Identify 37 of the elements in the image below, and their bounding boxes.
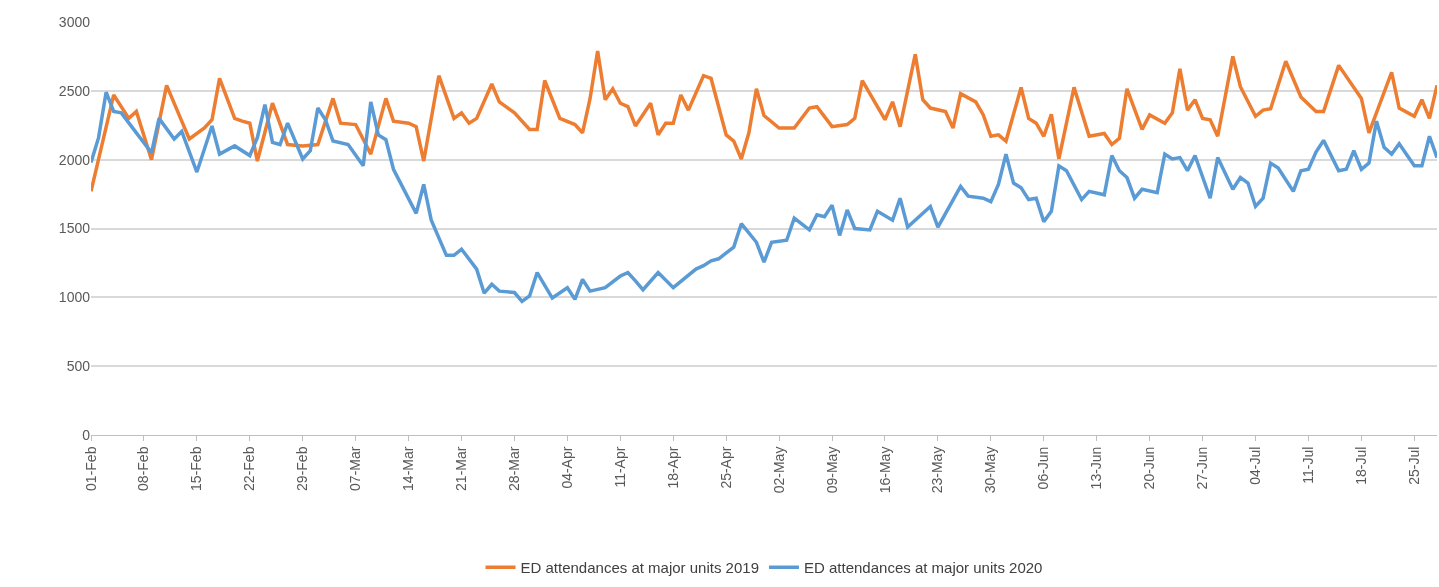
x-tick-label: 07-Mar [347, 446, 364, 491]
x-tick-label: 21-Mar [453, 446, 470, 491]
x-tick-label: 20-Jun [1141, 446, 1158, 490]
x-tick-label: 01-Feb [82, 446, 99, 491]
x-tick-label: 25-Jul [1405, 446, 1422, 485]
x-tick-label: 02-May [770, 446, 787, 494]
x-tick-label: 09-May [823, 446, 840, 494]
x-tick-label: 29-Feb [294, 446, 311, 491]
x-tick-label: 23-May [929, 446, 946, 494]
x-tick-label: 25-Apr [717, 446, 734, 489]
y-tick-label: 0 [82, 426, 91, 443]
x-tick-label: 22-Feb [241, 446, 258, 491]
x-tick-label: 15-Feb [188, 446, 205, 491]
x-tick-label: 27-Jun [1194, 446, 1211, 490]
x-tick-label: 04-Apr [558, 446, 575, 489]
y-tick-label: 3000 [58, 13, 91, 30]
y-tick-label: 1000 [58, 289, 91, 306]
line-series [91, 49, 1437, 194]
x-tick-label: 30-May [982, 446, 999, 494]
y-tick-label: 500 [66, 358, 91, 375]
x-tick-label: 28-Mar [506, 446, 523, 491]
x-tick-label: 18-Jul [1352, 446, 1369, 485]
y-tick-label: 2000 [58, 151, 91, 168]
line-series [91, 90, 1437, 304]
x-tick-label: 08-Feb [135, 446, 152, 491]
x-tick-label: 06-Jun [1035, 446, 1052, 490]
x-tick-label: 14-Mar [400, 446, 417, 491]
y-tick-label: 1500 [58, 220, 91, 237]
x-tick-label: 11-Jul [1300, 446, 1316, 484]
legend-label: ED attendances at major units 2020 [803, 559, 1043, 577]
legend-label: ED attendances at major units 2019 [520, 559, 759, 577]
y-tick-label: 2500 [58, 82, 91, 99]
x-tick-label: 18-Apr [664, 446, 681, 489]
x-tick-label: 13-Jun [1088, 446, 1105, 490]
x-tick-label: 11-Apr [611, 446, 628, 488]
x-tick-label: 04-Jul [1247, 446, 1264, 485]
x-tick-label: 16-May [876, 446, 893, 494]
